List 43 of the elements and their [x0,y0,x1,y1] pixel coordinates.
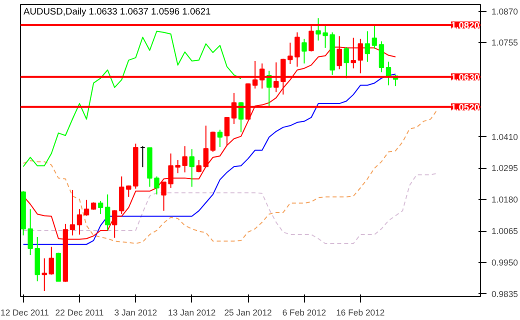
y-tick-label: 0.9950 [492,257,518,268]
candlestick [210,131,216,152]
y-tick-label: 1.0755 [492,38,518,48]
candlestick [119,176,124,215]
ref-line-label: 1.0520 [450,102,480,112]
line-series [22,108,438,244]
y-tick-label: 1.0065 [492,226,518,236]
x-tick-label: 13 Jan 2012 [168,308,216,318]
y-tick-label: 1.0180 [492,194,518,205]
candlestick [372,25,378,50]
x-tick-label: 12 Dec 2011 [0,308,50,318]
y-tick-label: 1.0870 [492,6,518,16]
x-tick-label: 25 Jan 2012 [224,308,272,318]
candlestick [203,125,209,168]
line-series [22,30,242,168]
x-tick-label: 22 Dec 2011 [55,308,104,318]
ref-line-label: 1.0820 [450,20,480,30]
y-tick-label: 1.0295 [492,163,518,174]
candlestick [344,46,349,79]
y-tick-label: 0.9835 [492,288,518,299]
candlestick [364,30,370,62]
x-tick-label: 16 Feb 2012 [336,308,385,318]
candlestick [302,38,307,64]
candlestick [76,208,82,236]
candlestick [104,194,110,231]
candlestick [217,129,223,148]
candlestick [154,176,160,195]
ref-line-label: 1.0630 [450,72,480,82]
y-tick-label: 1.0410 [492,132,518,142]
candlestick [224,116,230,146]
candlestick [84,199,90,216]
candlestick [48,246,54,276]
x-tick-label: 3 Jan 2012 [114,308,158,318]
candlestick [28,208,33,256]
candlestick [378,40,384,73]
candlestick [196,160,202,173]
x-tick-label: 6 Feb 2012 [282,308,326,318]
candlestick [70,190,76,236]
candlestick [140,146,146,168]
candlestick [98,200,104,215]
chart-title: AUDUSD,Daily 1.0633 1.0637 1.0596 1.0621 [24,6,211,16]
candlestick [182,146,188,173]
candlestick [189,148,194,188]
